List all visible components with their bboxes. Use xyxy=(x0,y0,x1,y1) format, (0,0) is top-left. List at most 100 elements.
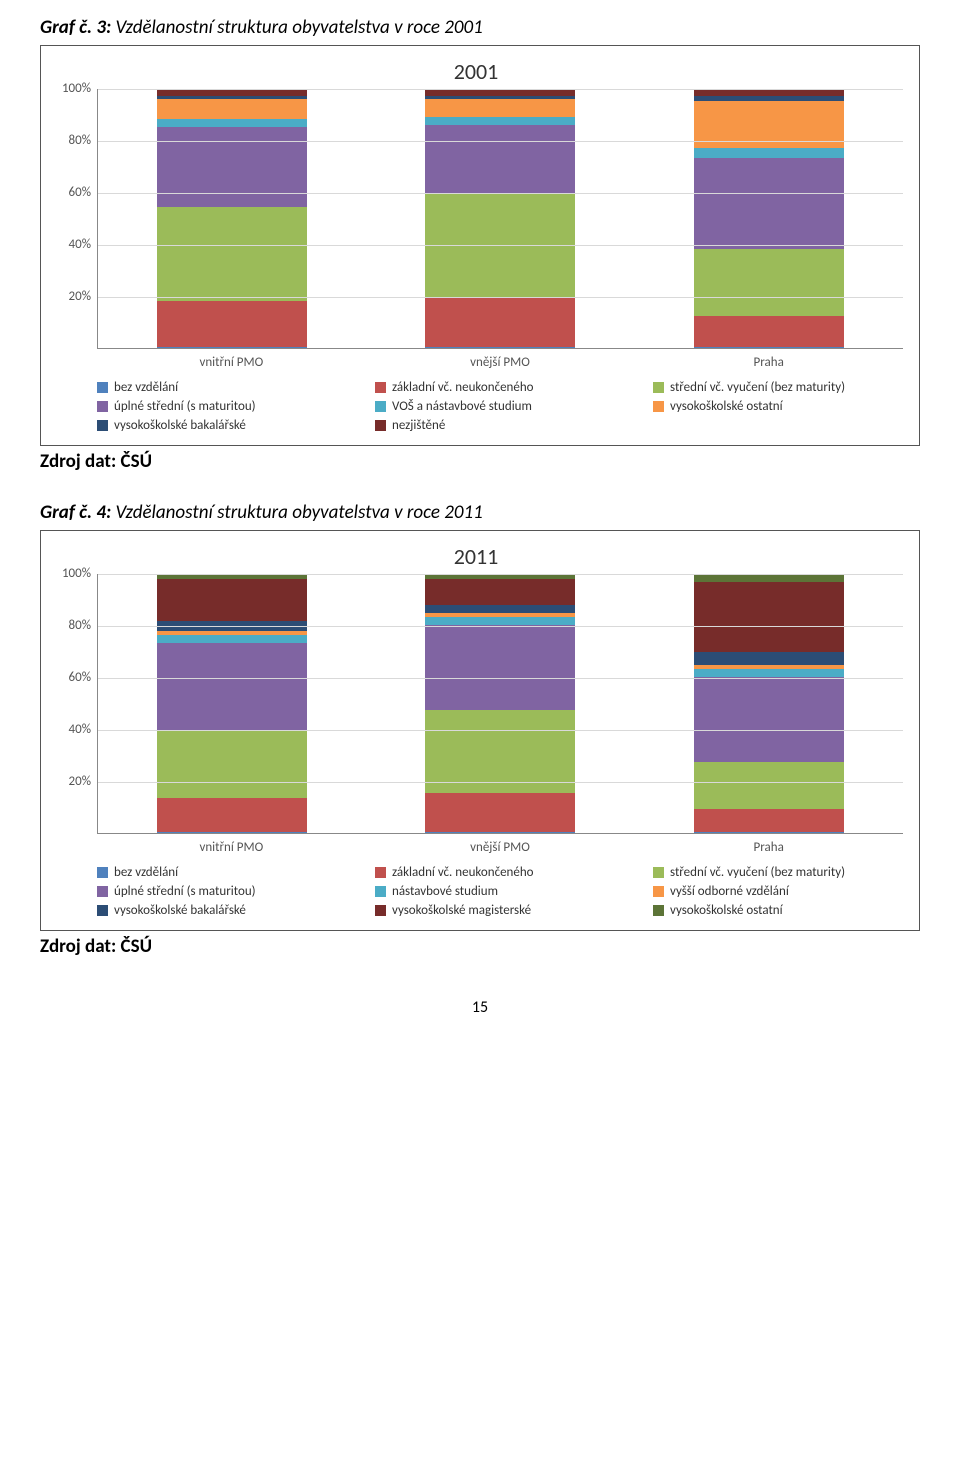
legend-swatch xyxy=(375,420,386,431)
chart1-bars xyxy=(98,89,903,348)
bar xyxy=(694,89,844,348)
chart2-plot xyxy=(97,574,903,834)
bar-segment xyxy=(694,669,844,677)
legend-swatch xyxy=(97,382,108,393)
chart1-yaxis: 100%80%60%40%20% xyxy=(49,89,97,349)
chart2-bars xyxy=(98,574,903,833)
gridline xyxy=(98,141,903,142)
y-tick-label: 60% xyxy=(69,185,91,200)
legend-label: základní vč. neukončeného xyxy=(392,380,534,395)
legend-item: základní vč. neukončeného xyxy=(375,865,625,880)
legend-item: bez vzdělání xyxy=(97,865,347,880)
bar-segment xyxy=(157,99,307,120)
legend-label: úplné střední (s maturitou) xyxy=(114,884,256,899)
y-tick-label: 100% xyxy=(62,81,91,96)
legend-item: nástavbové studium xyxy=(375,884,625,899)
bar xyxy=(157,89,307,348)
bar-segment xyxy=(157,207,307,300)
y-tick-label: 100% xyxy=(62,566,91,581)
legend-label: nezjištěné xyxy=(392,418,445,433)
y-tick-label: 20% xyxy=(69,774,91,789)
legend-item: vysokoškolské magisterské xyxy=(375,903,625,918)
bar xyxy=(425,574,575,833)
bar-segment xyxy=(425,194,575,298)
chart2-frame: 2011 100%80%60%40%20% vnitřní PMOvnější … xyxy=(40,530,920,931)
bar-segment xyxy=(157,301,307,348)
legend-item: vysokoškolské bakalářské xyxy=(97,418,347,433)
legend-label: střední vč. vyučení (bez maturity) xyxy=(670,865,845,880)
legend-item: úplné střední (s maturitou) xyxy=(97,884,347,899)
bar-segment xyxy=(694,148,844,158)
legend-swatch xyxy=(653,867,664,878)
gridline xyxy=(98,297,903,298)
legend-item: bez vzdělání xyxy=(97,380,347,395)
bar-segment xyxy=(694,809,844,832)
legend-item: VOŠ a nástavbové studium xyxy=(375,399,625,414)
x-tick-label: vnější PMO xyxy=(366,349,635,380)
bar-segment xyxy=(157,127,307,207)
chart2-legend: bez vzdělání základní vč. neukončeného stř… xyxy=(97,865,903,918)
chart2-heading: Graf č. 4: Vzdělanostní struktura obyvat… xyxy=(40,501,920,524)
legend-label: vyšší odborné vzdělání xyxy=(670,884,789,899)
bar-segment xyxy=(694,652,844,665)
legend-label: vysokoškolské bakalářské xyxy=(114,903,246,918)
bar-segment xyxy=(425,298,575,347)
legend-item: vysokoškolské bakalářské xyxy=(97,903,347,918)
legend-swatch xyxy=(97,420,108,431)
legend-swatch xyxy=(97,867,108,878)
chart2-yaxis: 100%80%60%40%20% xyxy=(49,574,97,834)
bar-segment xyxy=(425,99,575,117)
bar-segment xyxy=(157,798,307,832)
legend-swatch xyxy=(375,382,386,393)
chart1-frame: 2001 100%80%60%40%20% vnitřní PMOvnější … xyxy=(40,45,920,446)
legend-item: základní vč. neukončeného xyxy=(375,380,625,395)
bar-segment xyxy=(425,605,575,613)
page-number: 15 xyxy=(40,998,920,1017)
legend-label: vysokoškolské magisterské xyxy=(392,903,531,918)
bar-segment xyxy=(694,762,844,809)
legend-item: střední vč. vyučení (bez maturity) xyxy=(653,865,903,880)
gridline xyxy=(98,782,903,783)
chart2-heading-prefix: Graf č. 4: xyxy=(40,501,111,524)
legend-swatch xyxy=(653,401,664,412)
bar-segment xyxy=(694,832,844,833)
y-tick-label: 80% xyxy=(69,618,91,633)
legend-label: vysokoškolské bakalářské xyxy=(114,418,246,433)
bar xyxy=(425,89,575,348)
legend-label: bez vzdělání xyxy=(114,865,178,880)
x-tick-label: Praha xyxy=(634,349,903,380)
bar-segment xyxy=(694,677,844,762)
chart1-xaxis: vnitřní PMOvnější PMOPraha xyxy=(97,349,903,380)
chart2-title: 2011 xyxy=(49,543,903,570)
bar-segment xyxy=(157,347,307,348)
chart2-xaxis: vnitřní PMOvnější PMOPraha xyxy=(97,834,903,865)
bar-segment xyxy=(425,125,575,195)
chart2-heading-rest: Vzdělanostní struktura obyvatelstva v ro… xyxy=(111,501,483,524)
y-tick-label: 40% xyxy=(69,722,91,737)
x-tick-label: vnitřní PMO xyxy=(97,834,366,865)
bar-segment xyxy=(425,710,575,793)
legend-swatch xyxy=(375,886,386,897)
legend-swatch xyxy=(97,886,108,897)
bar-segment xyxy=(694,316,844,347)
chart1-source: Zdroj dat: ČSÚ xyxy=(40,450,920,473)
legend-label: bez vzdělání xyxy=(114,380,178,395)
y-tick-label: 20% xyxy=(69,289,91,304)
bar-segment xyxy=(694,158,844,249)
bar-segment xyxy=(694,582,844,652)
x-tick-label: vnější PMO xyxy=(366,834,635,865)
x-tick-label: vnitřní PMO xyxy=(97,349,366,380)
y-tick-label: 80% xyxy=(69,133,91,148)
chart1-legend: bez vzdělání základní vč. neukončeného stř… xyxy=(97,380,903,433)
legend-item: vysokoškolské ostatní xyxy=(653,903,903,918)
bar-segment xyxy=(425,625,575,710)
chart1-heading: Graf č. 3: Vzdělanostní struktura obyvat… xyxy=(40,16,920,39)
bar-segment xyxy=(425,347,575,348)
legend-label: VOŠ a nástavbové studium xyxy=(392,399,532,414)
gridline xyxy=(98,89,903,90)
legend-item: střední vč. vyučení (bez maturity) xyxy=(653,380,903,395)
bar-segment xyxy=(157,832,307,833)
bar-segment xyxy=(157,643,307,731)
bar-segment xyxy=(425,89,575,96)
legend-label: vysokoškolské ostatní xyxy=(670,903,783,918)
